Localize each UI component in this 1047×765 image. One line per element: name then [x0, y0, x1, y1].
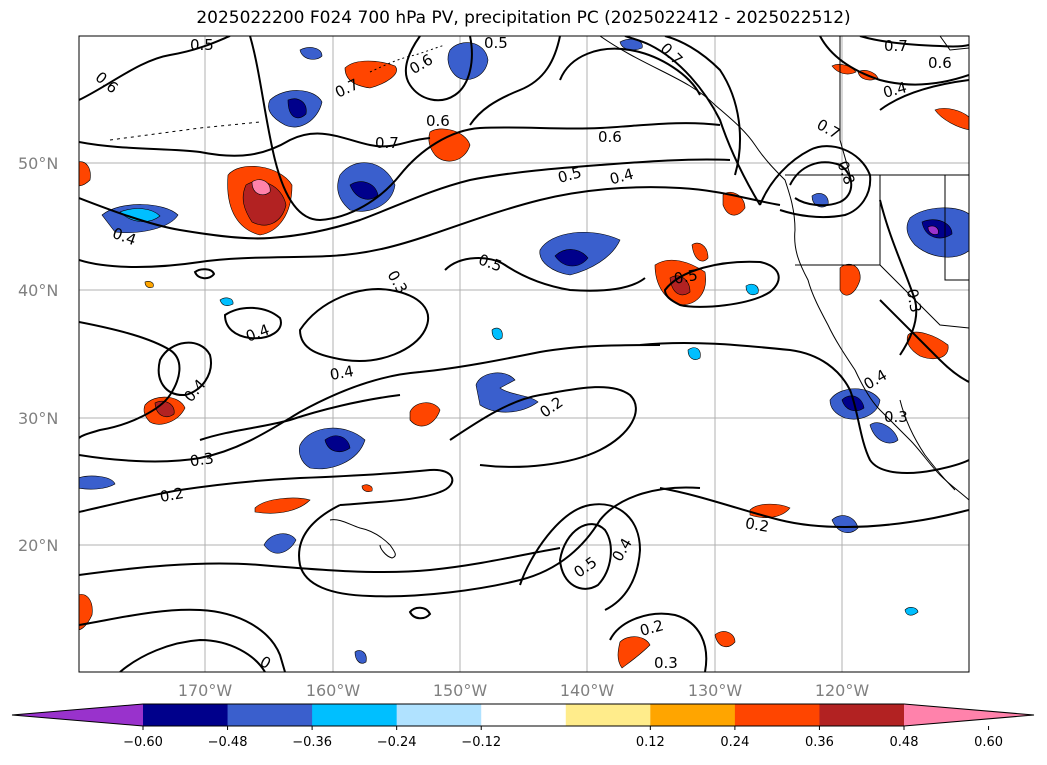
- colorbar-bin: [650, 704, 736, 726]
- colorbar-tick-label: −0.12: [461, 735, 501, 750]
- lon-label: 160°W: [306, 681, 361, 700]
- colorbar-bin: [819, 704, 905, 726]
- contour-label: 0.5: [484, 34, 508, 52]
- contour-label: 0.6: [928, 54, 952, 72]
- colorbar-tick-label: −0.24: [377, 735, 417, 750]
- colorbar-extension-low: [12, 704, 143, 726]
- contour-label: 0.3: [189, 449, 215, 470]
- colorbar-tick-label: −0.48: [208, 735, 248, 750]
- colorbar-extension-high: [904, 704, 1034, 726]
- lat-label: 30°N: [18, 409, 58, 428]
- contour-label: 0.2: [638, 616, 666, 640]
- contour-label: 0.4: [328, 362, 355, 384]
- contour-label: 0.7: [884, 37, 908, 55]
- contour-label: 0.4: [608, 165, 636, 189]
- lon-label: 140°W: [560, 681, 615, 700]
- colorbar-bin: [565, 704, 651, 726]
- map-title: 2025022200 F024 700 hPa PV, precipitatio…: [196, 8, 851, 28]
- map-frame: [78, 35, 970, 673]
- colorbar-bin: [481, 704, 567, 726]
- colorbar-tick-label: 0.24: [720, 735, 749, 750]
- pv-contours: [79, 36, 969, 672]
- colorbar-bin: [143, 704, 229, 726]
- lat-label: 40°N: [18, 281, 58, 300]
- colorbar-tick-label: −0.36: [292, 735, 332, 750]
- colorbar: −0.60 −0.48 −0.36 −0.24 −0.12 0.12 0.24 0.36 0.4…: [11, 703, 1035, 750]
- colorbar-bin: [734, 704, 820, 726]
- lat-label: 50°N: [18, 154, 58, 173]
- precip-negative-areas: [79, 38, 969, 664]
- lon-label: 170°W: [178, 681, 233, 700]
- contour-label: 0.3: [903, 287, 925, 314]
- contour-label: 0.2: [744, 514, 771, 536]
- contour-label: 0.5: [672, 266, 699, 288]
- colorbar-tick-label: 0.48: [890, 735, 919, 750]
- colorbar-bin: [312, 704, 398, 726]
- contour-label: 0.6: [426, 112, 450, 130]
- contour-label: 0.3: [884, 408, 908, 426]
- contour-label: 0.3: [654, 654, 678, 672]
- colorbar-bin: [396, 704, 482, 726]
- contour-label: 0.5: [190, 36, 214, 54]
- contour-label: 0.4: [881, 78, 909, 102]
- latitude-labels: 50°N 40°N 30°N 20°N: [18, 154, 58, 555]
- longitude-labels: 170°W 160°W 150°W 140°W 130°W 120°W: [178, 681, 870, 700]
- map-area: [79, 36, 969, 672]
- colorbar-tick-label: 0.36: [805, 735, 834, 750]
- lon-label: 150°W: [433, 681, 488, 700]
- coastlines: [109, 36, 969, 559]
- lat-label: 20°N: [18, 536, 58, 555]
- contour-label: 0.6: [598, 128, 622, 146]
- contour-label: 0.5: [556, 163, 584, 187]
- colorbar-tick-label: 0.60: [974, 735, 1003, 750]
- lon-label: 120°W: [815, 681, 870, 700]
- colorbar-bin: [227, 704, 313, 726]
- lon-label: 130°W: [688, 681, 743, 700]
- colorbar-tick-label: −0.60: [123, 735, 163, 750]
- contour-label: 0.7: [375, 134, 399, 152]
- contour-label: 0.2: [158, 484, 185, 506]
- colorbar-tick-label: 0.12: [636, 735, 665, 750]
